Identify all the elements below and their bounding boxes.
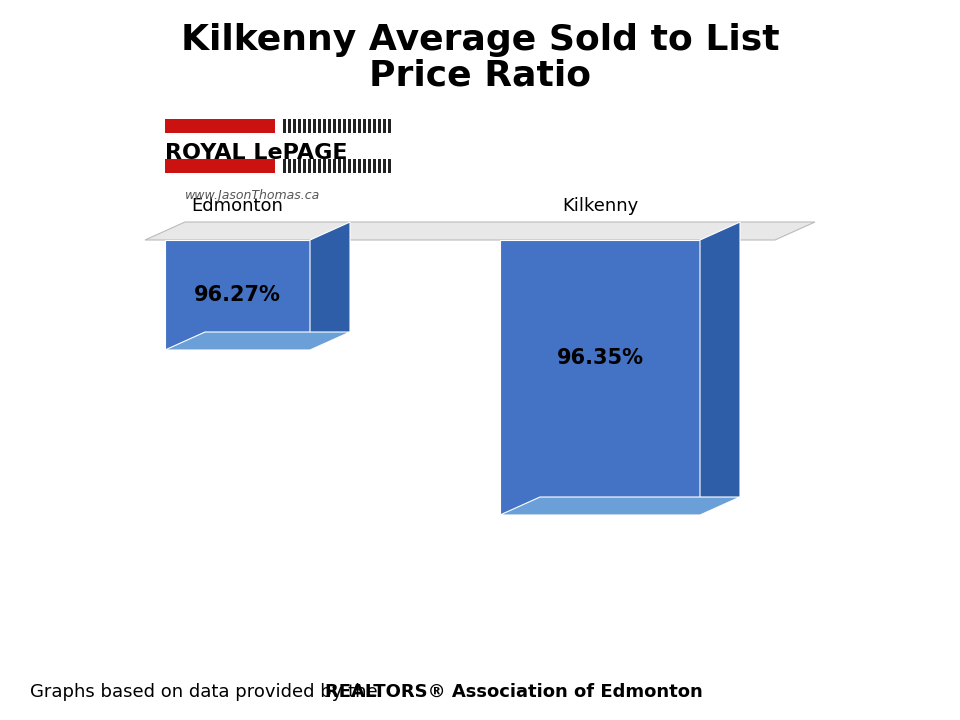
Text: Edmonton: Edmonton xyxy=(192,197,283,215)
Text: 96.27%: 96.27% xyxy=(194,285,281,305)
Bar xyxy=(318,159,321,173)
Bar xyxy=(333,159,336,173)
Bar xyxy=(373,159,376,173)
Bar xyxy=(378,159,381,173)
Text: Kilkenny Average Sold to List: Kilkenny Average Sold to List xyxy=(180,23,780,57)
Bar xyxy=(348,119,351,133)
Bar xyxy=(308,119,311,133)
Bar xyxy=(363,119,366,133)
Polygon shape xyxy=(500,497,740,515)
Bar xyxy=(358,159,361,173)
Bar xyxy=(313,119,316,133)
Bar xyxy=(165,119,275,133)
Polygon shape xyxy=(145,222,815,240)
Bar xyxy=(288,119,291,133)
Polygon shape xyxy=(165,332,350,350)
Polygon shape xyxy=(165,240,310,350)
Bar xyxy=(293,119,296,133)
Bar xyxy=(383,119,386,133)
Bar xyxy=(323,159,326,173)
Polygon shape xyxy=(500,240,700,515)
Bar xyxy=(353,159,356,173)
Bar xyxy=(363,159,366,173)
Bar xyxy=(368,159,371,173)
Bar xyxy=(298,119,301,133)
Bar xyxy=(318,119,321,133)
Bar xyxy=(358,119,361,133)
Bar xyxy=(313,159,316,173)
Bar xyxy=(293,159,296,173)
Bar xyxy=(328,119,331,133)
Bar xyxy=(303,159,306,173)
Bar xyxy=(343,119,346,133)
Bar xyxy=(333,119,336,133)
Text: ROYAL LePAGE: ROYAL LePAGE xyxy=(165,143,348,163)
Bar xyxy=(283,119,286,133)
Bar xyxy=(378,119,381,133)
Bar xyxy=(348,159,351,173)
Bar xyxy=(338,159,341,173)
Text: Price Ratio: Price Ratio xyxy=(369,58,591,92)
Bar xyxy=(373,119,376,133)
Text: REALTORS® Association of Edmonton: REALTORS® Association of Edmonton xyxy=(325,683,703,701)
Polygon shape xyxy=(310,222,350,350)
Bar xyxy=(288,159,291,173)
Polygon shape xyxy=(700,222,740,515)
Bar xyxy=(328,159,331,173)
Bar xyxy=(323,119,326,133)
Bar xyxy=(338,119,341,133)
Bar xyxy=(303,119,306,133)
Text: Kilkenny: Kilkenny xyxy=(562,197,638,215)
Text: 96.35%: 96.35% xyxy=(557,348,643,367)
Bar xyxy=(298,159,301,173)
Bar xyxy=(283,159,286,173)
Bar xyxy=(165,159,275,173)
Bar xyxy=(388,159,391,173)
Bar xyxy=(383,159,386,173)
Bar xyxy=(308,159,311,173)
Bar xyxy=(343,159,346,173)
Text: www.JasonThomas.ca: www.JasonThomas.ca xyxy=(185,189,321,202)
Bar xyxy=(388,119,391,133)
Bar xyxy=(353,119,356,133)
Bar xyxy=(368,119,371,133)
Text: Graphs based on data provided by the: Graphs based on data provided by the xyxy=(30,683,383,701)
